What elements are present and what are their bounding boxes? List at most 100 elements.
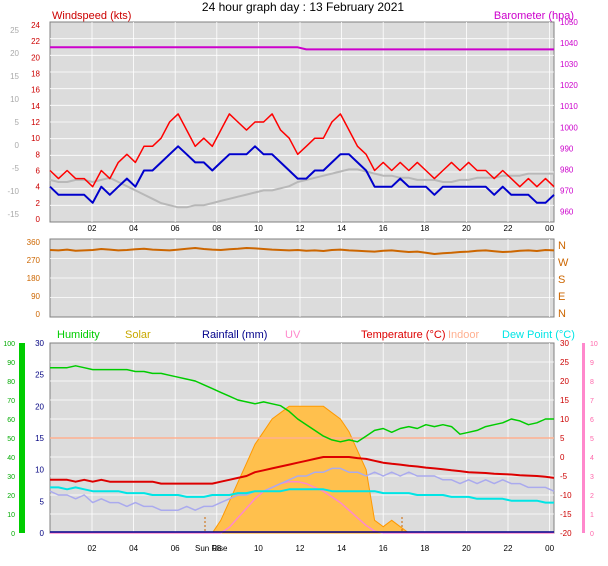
x-tick-label: 02 [88,544,97,553]
series-line-barometer [50,46,554,51]
y-tick-label-uv: 1 [590,512,594,519]
y-tick-label-temperature: 15 [560,396,569,405]
y-tick-label-temperature: 30 [560,339,569,348]
y-tick-label-barometer: 1010 [560,102,578,111]
y-tick-label-rainfall: 30 [35,339,44,348]
y-tick-label-rainfall: 10 [35,466,44,475]
x-tick-label: 00 [545,544,554,553]
legend-item: Temperature (°C) [361,329,445,341]
y-tick-label-temperature: -20 [560,529,572,538]
y-tick-label-outer: 15 [10,72,19,81]
y-tick-label-rainfall: 5 [40,497,45,506]
compass-label: W [558,257,569,269]
y-tick-label-uv: 4 [590,455,594,462]
y-tick-label-wind: 4 [36,183,41,192]
series-line-uv [50,480,554,534]
x-tick-label: 10 [254,224,263,233]
legend-item: Humidity [57,329,100,341]
y-tick-label-wind: 18 [31,70,40,79]
y-tick-label-humidity: 30 [7,474,15,481]
x-tick-label: 08 [212,224,221,233]
y-tick-label-temperature: -10 [560,491,572,500]
x-tick-label: 00 [545,224,554,233]
y-tick-label-temperature: 0 [560,453,565,462]
y-tick-label-direction: 180 [27,274,41,283]
y-tick-label-barometer: 1050 [560,18,578,27]
y-tick-label-uv: 6 [590,417,594,424]
y-tick-label-outer: 5 [15,118,20,127]
y-tick-label-temperature: -5 [560,472,568,481]
y-tick-label-uv: 5 [590,436,594,443]
y-tick-label-humidity: 20 [7,493,15,500]
y-tick-label-uv: 7 [590,398,594,405]
legend-item: Indoor [448,329,480,341]
y-tick-label-barometer: 1030 [560,60,578,69]
series-line-direction [49,247,555,255]
x-tick-label: 22 [504,544,513,553]
x-tick-label: 08 [212,544,221,553]
y-tick-label-outer: -10 [7,187,19,196]
y-tick-label-wind: 14 [31,102,40,111]
compass-label: N [558,308,566,320]
y-tick-label-rainfall: 0 [40,529,45,538]
series-line-average [49,145,555,204]
y-tick-label-wind: 6 [36,167,41,176]
x-tick-label: 06 [171,224,180,233]
y-tick-label-humidity: 60 [7,417,15,424]
legend-item: Dew Point (°C) [502,329,575,341]
series-line-dewpoint [50,486,554,504]
x-tick-label: 12 [296,224,305,233]
y-tick-label-wind: 20 [31,53,40,62]
page-title: 24 hour graph day : 13 February 2021 [202,0,404,14]
y-tick-label-wind: 16 [31,86,40,95]
x-tick-label: 04 [129,544,138,553]
y-tick-label-humidity: 0 [11,531,15,538]
y-tick-label-barometer: 1000 [560,123,578,132]
y-tick-label-rainfall: 15 [35,434,44,443]
y-tick-label-rainfall: 20 [35,402,44,411]
x-tick-label: 20 [462,224,471,233]
axis-label-windspeed: Windspeed (kts) [52,10,131,22]
y-tick-label-direction: 270 [27,256,41,265]
y-tick-label-temperature: -15 [560,510,572,519]
y-tick-label-humidity: 50 [7,436,15,443]
y-tick-label-temperature: 25 [560,358,569,367]
y-tick-label-direction: 90 [31,292,40,301]
x-tick-label: 20 [462,544,471,553]
y-tick-label-wind: 0 [36,215,41,224]
compass-label: E [558,291,565,303]
y-tick-label-uv: 8 [590,379,594,386]
x-tick-label: 16 [379,224,388,233]
y-tick-label-rainfall: 25 [35,371,44,380]
y-tick-label-outer: 0 [15,141,20,150]
x-tick-label: 14 [337,224,346,233]
y-tick-label-outer: 10 [10,95,19,104]
series-line-grey [49,168,554,209]
y-tick-label-wind: 24 [31,21,40,30]
y-tick-label-humidity: 40 [7,455,15,462]
x-tick-label: 18 [420,224,429,233]
axis-label-barometer: Barometer (hpa) [494,10,574,22]
y-tick-label-direction: 0 [36,310,41,319]
x-tick-label: 16 [379,544,388,553]
uv-scale-bar [582,343,585,533]
y-tick-label-uv: 2 [590,493,594,500]
x-tick-label: 14 [337,544,346,553]
x-tick-label: 18 [420,544,429,553]
y-tick-label-humidity: 90 [7,360,15,367]
y-tick-label-outer: -15 [7,210,19,219]
y-tick-label-barometer: 960 [560,207,574,216]
series-line-humidity [50,365,554,443]
compass-label: S [558,274,565,286]
series-line-windchill [49,467,555,511]
y-tick-label-humidity: 70 [7,398,15,405]
y-tick-label-wind: 10 [31,134,40,143]
y-tick-label-temperature: 5 [560,434,565,443]
y-tick-label-wind: 8 [36,150,41,159]
y-tick-label-barometer: 990 [560,144,574,153]
x-tick-label: 04 [129,224,138,233]
y-tick-label-barometer: 1020 [560,81,578,90]
x-tick-label: 06 [171,544,180,553]
annotation-sun-rise: Sun Rise [195,544,228,553]
